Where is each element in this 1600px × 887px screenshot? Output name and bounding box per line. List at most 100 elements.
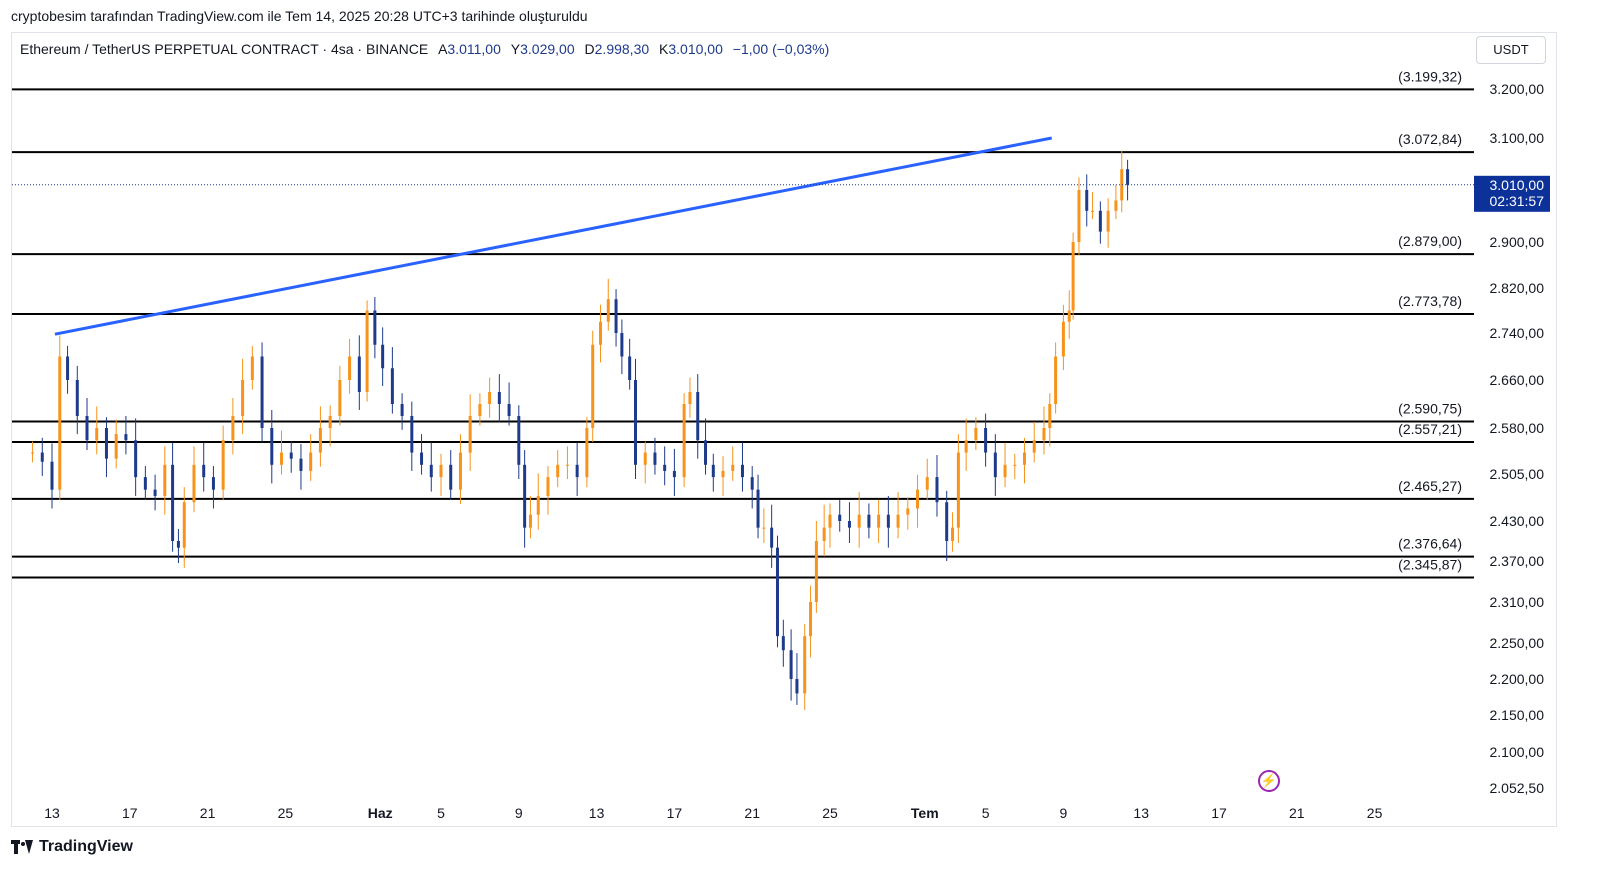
- candle-body: [964, 440, 968, 453]
- level-label-6: (2.465,27): [1398, 478, 1462, 494]
- candle-body: [1032, 440, 1036, 453]
- y-tick-label: 2.052,50: [1490, 780, 1545, 796]
- brand-name: TradingView: [39, 838, 133, 855]
- candle-body: [789, 650, 793, 679]
- candle-body: [682, 404, 686, 478]
- y-tick-label: 2.820,00: [1490, 280, 1545, 296]
- candle-body: [280, 452, 284, 465]
- candle-body: [643, 452, 647, 465]
- candle-body: [614, 299, 618, 333]
- candle-body: [867, 514, 871, 528]
- candle-body: [935, 477, 939, 503]
- x-tick-label: 21: [1289, 805, 1305, 821]
- candle-body: [696, 392, 700, 441]
- y-tick-label: 2.370,00: [1490, 553, 1545, 569]
- candle-body: [192, 464, 196, 503]
- candle-body: [365, 310, 369, 392]
- x-tick-label: 9: [1060, 805, 1068, 821]
- candle-body: [770, 527, 774, 548]
- candle-body: [1023, 452, 1026, 465]
- candle-body: [822, 527, 826, 541]
- candle-body: [134, 440, 138, 478]
- candle-body: [620, 333, 624, 357]
- high-label: Y: [510, 41, 521, 57]
- candle-body: [606, 299, 610, 322]
- candle-body: [497, 392, 501, 404]
- tradingview-branding[interactable]: TradingView: [11, 838, 133, 856]
- candle-body: [143, 477, 147, 490]
- candle-body: [1085, 190, 1089, 211]
- candle-body: [663, 464, 667, 471]
- candle-body: [598, 321, 602, 345]
- candle-body: [221, 440, 225, 490]
- candle-body: [211, 477, 215, 490]
- x-tick-label: 13: [589, 805, 605, 821]
- candle-body: [803, 636, 807, 694]
- candle-body: [182, 502, 186, 548]
- x-tick-label: 21: [200, 805, 216, 821]
- candle-body: [1077, 190, 1081, 242]
- level-label-8: (2.345,87): [1398, 556, 1462, 572]
- y-tick-label: 2.310,00: [1490, 594, 1545, 610]
- candle-body: [270, 428, 274, 465]
- chart-legend: Ethereum / TetherUS PERPETUAL CONTRACT ·…: [20, 41, 829, 57]
- candle-body: [688, 392, 692, 404]
- candle-body: [381, 344, 385, 369]
- candle-body: [536, 495, 540, 515]
- candle-body: [916, 489, 920, 509]
- candle-body: [886, 514, 890, 528]
- candle-body: [993, 452, 997, 478]
- x-tick-label: 21: [744, 805, 760, 821]
- open-label: A: [438, 41, 448, 57]
- y-tick-label: 2.660,00: [1490, 372, 1545, 388]
- y-tick-label: 2.505,00: [1490, 466, 1545, 482]
- candle-body: [260, 356, 264, 428]
- y-tick-label: 2.900,00: [1490, 234, 1545, 250]
- level-label-1: (3.072,84): [1398, 131, 1462, 147]
- candle-body: [653, 452, 657, 465]
- candle-body: [984, 428, 988, 453]
- lightning-icon[interactable]: ⚡: [1258, 770, 1280, 792]
- candle-body: [672, 470, 676, 478]
- candle-body: [104, 428, 108, 459]
- x-tick-label: 17: [122, 805, 138, 821]
- y-tick-label: 2.100,00: [1490, 744, 1545, 760]
- change-value: −1,00 (−0,03%): [732, 41, 830, 57]
- x-tick-label: Haz: [368, 805, 393, 821]
- y-tick-label: 2.740,00: [1490, 325, 1545, 341]
- candle-body: [1003, 464, 1007, 478]
- candle-body: [795, 679, 799, 694]
- candle-body: [410, 416, 414, 453]
- candle-body: [458, 452, 462, 490]
- candle-body: [814, 541, 818, 602]
- candle-body: [507, 404, 511, 416]
- candle-body: [731, 464, 735, 471]
- candle-body: [756, 489, 760, 528]
- candle-body: [925, 477, 929, 490]
- candle-body: [762, 527, 766, 529]
- candle-body: [163, 464, 167, 496]
- candle-body: [299, 458, 303, 471]
- candle-body: [847, 521, 851, 528]
- candle-body: [704, 440, 708, 465]
- y-tick-label: 2.430,00: [1490, 513, 1545, 529]
- candle-body: [468, 416, 472, 453]
- candle-body: [202, 464, 206, 478]
- y-tick-label: 2.250,00: [1490, 635, 1545, 651]
- currency-selector[interactable]: USDT: [1476, 36, 1546, 64]
- candle-body: [1042, 428, 1046, 441]
- level-label-4: (2.590,75): [1398, 401, 1462, 417]
- candle-body: [634, 380, 637, 465]
- candle-body: [838, 514, 842, 521]
- candle-body: [1091, 210, 1095, 212]
- symbol-title[interactable]: Ethereum / TetherUS PERPETUAL CONTRACT ·…: [20, 41, 429, 57]
- candle-body: [711, 464, 715, 478]
- candle-body: [628, 356, 632, 380]
- candle-body: [449, 464, 453, 490]
- trendline: [54, 136, 1053, 336]
- candle-body: [575, 464, 579, 478]
- level-label-5: (2.557,21): [1398, 421, 1462, 437]
- candle-body: [1048, 404, 1052, 428]
- candle-body: [591, 344, 595, 428]
